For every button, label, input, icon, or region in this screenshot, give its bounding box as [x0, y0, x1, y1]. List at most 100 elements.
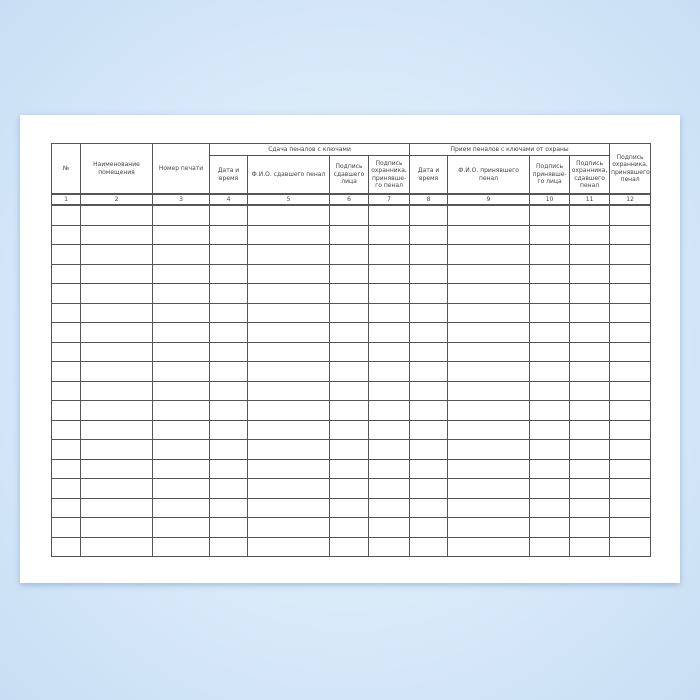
empty-cell[interactable]	[569, 341, 611, 362]
empty-cell[interactable]	[247, 283, 330, 304]
empty-cell[interactable]	[529, 439, 571, 460]
empty-cell[interactable]	[51, 419, 81, 440]
empty-cell[interactable]	[329, 322, 369, 343]
empty-cell[interactable]	[367, 244, 411, 265]
empty-cell[interactable]	[367, 536, 411, 557]
empty-cell[interactable]	[609, 204, 652, 226]
empty-cell[interactable]	[209, 322, 248, 343]
empty-cell[interactable]	[529, 322, 571, 343]
empty-cell[interactable]	[209, 419, 248, 440]
empty-cell[interactable]	[409, 302, 449, 323]
empty-cell[interactable]	[569, 517, 611, 538]
empty-cell[interactable]	[609, 283, 652, 304]
empty-cell[interactable]	[569, 536, 611, 557]
empty-cell[interactable]	[152, 224, 210, 245]
empty-cell[interactable]	[209, 439, 248, 460]
empty-cell[interactable]	[152, 400, 210, 421]
empty-cell[interactable]	[247, 224, 330, 245]
empty-cell[interactable]	[209, 204, 248, 226]
empty-cell[interactable]	[247, 341, 330, 362]
empty-cell[interactable]	[80, 361, 153, 382]
empty-cell[interactable]	[569, 204, 611, 226]
empty-cell[interactable]	[329, 263, 369, 284]
empty-cell[interactable]	[247, 536, 330, 557]
empty-cell[interactable]	[329, 224, 369, 245]
empty-cell[interactable]	[152, 283, 210, 304]
empty-cell[interactable]	[367, 361, 411, 382]
empty-cell[interactable]	[329, 478, 369, 499]
empty-cell[interactable]	[247, 419, 330, 440]
empty-cell[interactable]	[569, 380, 611, 401]
empty-cell[interactable]	[152, 263, 210, 284]
empty-cell[interactable]	[152, 341, 210, 362]
empty-cell[interactable]	[529, 400, 571, 421]
empty-cell[interactable]	[80, 263, 153, 284]
empty-cell[interactable]	[609, 361, 652, 382]
empty-cell[interactable]	[367, 458, 411, 479]
empty-cell[interactable]	[80, 439, 153, 460]
empty-cell[interactable]	[367, 204, 411, 226]
empty-cell[interactable]	[409, 244, 449, 265]
empty-cell[interactable]	[329, 536, 369, 557]
empty-cell[interactable]	[569, 322, 611, 343]
empty-cell[interactable]	[209, 497, 248, 518]
empty-cell[interactable]	[529, 361, 571, 382]
empty-cell[interactable]	[447, 536, 531, 557]
empty-cell[interactable]	[247, 263, 330, 284]
empty-cell[interactable]	[569, 263, 611, 284]
empty-cell[interactable]	[609, 497, 652, 518]
empty-cell[interactable]	[80, 204, 153, 226]
empty-cell[interactable]	[247, 380, 330, 401]
empty-cell[interactable]	[209, 400, 248, 421]
empty-cell[interactable]	[51, 361, 81, 382]
empty-cell[interactable]	[569, 283, 611, 304]
empty-cell[interactable]	[51, 341, 81, 362]
empty-cell[interactable]	[329, 380, 369, 401]
empty-cell[interactable]	[329, 439, 369, 460]
empty-cell[interactable]	[51, 380, 81, 401]
empty-cell[interactable]	[209, 283, 248, 304]
empty-cell[interactable]	[447, 478, 531, 499]
empty-cell[interactable]	[80, 478, 153, 499]
empty-cell[interactable]	[329, 283, 369, 304]
empty-cell[interactable]	[367, 302, 411, 323]
empty-cell[interactable]	[609, 458, 652, 479]
empty-cell[interactable]	[529, 419, 571, 440]
empty-cell[interactable]	[409, 517, 449, 538]
empty-cell[interactable]	[447, 263, 531, 284]
empty-cell[interactable]	[609, 439, 652, 460]
empty-cell[interactable]	[409, 458, 449, 479]
empty-cell[interactable]	[409, 341, 449, 362]
empty-cell[interactable]	[367, 263, 411, 284]
empty-cell[interactable]	[609, 224, 652, 245]
empty-cell[interactable]	[609, 517, 652, 538]
empty-cell[interactable]	[569, 458, 611, 479]
empty-cell[interactable]	[209, 244, 248, 265]
empty-cell[interactable]	[569, 302, 611, 323]
empty-cell[interactable]	[447, 400, 531, 421]
empty-cell[interactable]	[152, 536, 210, 557]
empty-cell[interactable]	[609, 322, 652, 343]
empty-cell[interactable]	[80, 419, 153, 440]
empty-cell[interactable]	[80, 224, 153, 245]
empty-cell[interactable]	[51, 244, 81, 265]
empty-cell[interactable]	[529, 536, 571, 557]
empty-cell[interactable]	[447, 380, 531, 401]
empty-cell[interactable]	[209, 224, 248, 245]
empty-cell[interactable]	[209, 341, 248, 362]
empty-cell[interactable]	[409, 361, 449, 382]
empty-cell[interactable]	[209, 458, 248, 479]
empty-cell[interactable]	[409, 419, 449, 440]
empty-cell[interactable]	[51, 204, 81, 226]
empty-cell[interactable]	[329, 361, 369, 382]
empty-cell[interactable]	[409, 536, 449, 557]
empty-cell[interactable]	[247, 302, 330, 323]
empty-cell[interactable]	[51, 497, 81, 518]
empty-cell[interactable]	[609, 536, 652, 557]
empty-cell[interactable]	[569, 361, 611, 382]
empty-cell[interactable]	[367, 341, 411, 362]
empty-cell[interactable]	[80, 322, 153, 343]
empty-cell[interactable]	[247, 204, 330, 226]
empty-cell[interactable]	[329, 517, 369, 538]
empty-cell[interactable]	[529, 263, 571, 284]
